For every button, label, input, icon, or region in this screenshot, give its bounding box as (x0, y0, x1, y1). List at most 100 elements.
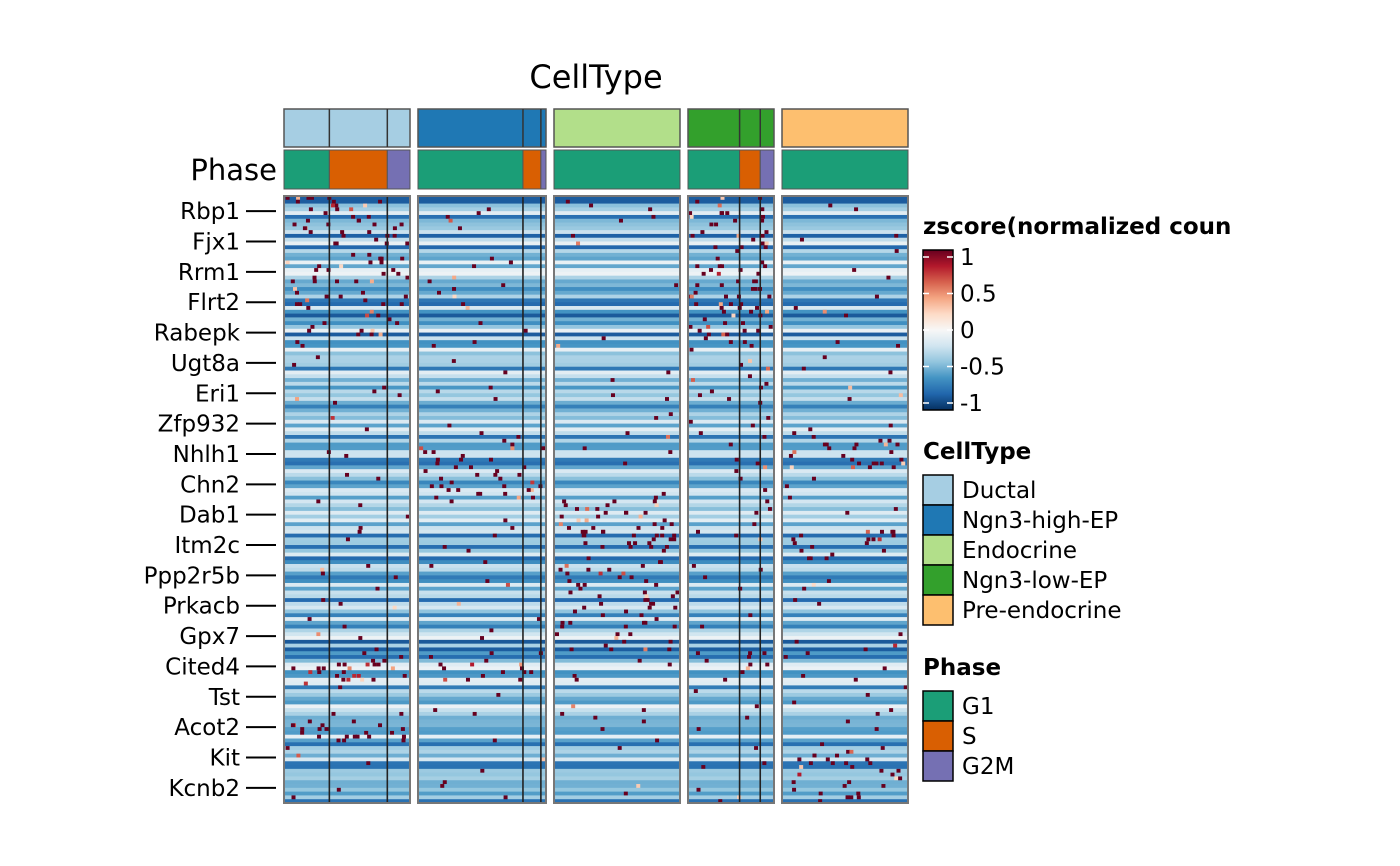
heat-cell (715, 256, 720, 261)
heat-row (284, 526, 410, 531)
heat-row (418, 476, 546, 481)
heat-row (782, 749, 908, 755)
heat-row (418, 552, 546, 557)
heat-row (284, 651, 410, 656)
heat-row (688, 400, 774, 406)
heat-cell (747, 655, 752, 660)
heat-row (554, 260, 680, 265)
heat-row (418, 734, 546, 739)
heat-cell (366, 563, 371, 569)
heat-row (782, 563, 908, 569)
heat-row (782, 799, 908, 804)
heat-row (554, 522, 680, 527)
heat-cell (345, 537, 350, 542)
heat-cell (609, 647, 614, 652)
heat-row (418, 685, 546, 690)
heat-cell (472, 340, 477, 345)
heat-row (782, 795, 908, 800)
heat-row (688, 734, 774, 739)
legend-label-ductal: Ductal (962, 478, 1036, 504)
heat-row (782, 590, 908, 595)
heat-cell (641, 719, 646, 724)
heat-row (554, 711, 680, 717)
heat-row (782, 609, 908, 614)
heat-cell (674, 283, 679, 288)
heat-cell (600, 545, 605, 550)
heat-row (554, 529, 680, 535)
heat-row (554, 385, 680, 390)
heat-cell (723, 294, 728, 299)
heat-row (688, 753, 774, 758)
heat-cell (375, 586, 380, 591)
heat-cell (801, 366, 806, 371)
heat-cell (447, 423, 452, 428)
heat-row (688, 332, 774, 337)
heat-cell (312, 279, 317, 284)
heat-cell (755, 461, 760, 466)
heat-cell (360, 290, 365, 296)
gene-label-ppp2r5b: Ppp2r5b (144, 563, 240, 589)
heat-row (284, 556, 410, 561)
heat-cell (783, 655, 788, 660)
heat-cell (331, 199, 336, 204)
heat-row (554, 746, 680, 751)
heat-row (782, 670, 908, 675)
heat-row (688, 711, 774, 717)
heat-cell (364, 730, 369, 736)
heat-cell (618, 218, 623, 223)
heat-row (782, 780, 908, 785)
heat-cell (697, 328, 702, 333)
heat-cell (625, 431, 630, 436)
heat-cell (470, 662, 475, 667)
heat-row (688, 685, 774, 690)
heat-row (782, 461, 908, 466)
heat-cell (390, 730, 395, 736)
heat-cell (376, 662, 381, 667)
heat-row (554, 514, 680, 519)
heat-row (688, 222, 774, 227)
heat-row (284, 199, 410, 204)
heat-row (284, 264, 410, 269)
heat-cell (874, 727, 879, 732)
gene-label-zfp932: Zfp932 (158, 412, 240, 438)
heat-row (688, 579, 774, 584)
heat-cell (708, 268, 713, 273)
heat-cell (356, 674, 361, 679)
heat-row (688, 609, 774, 614)
heat-cell (307, 328, 312, 333)
heat-row (284, 442, 410, 447)
heat-row (688, 343, 774, 349)
heat-row (782, 438, 908, 443)
heat-cell (695, 283, 700, 288)
heat-cell (351, 252, 356, 258)
heat-row (782, 442, 908, 447)
heat-row (554, 655, 680, 660)
heat-cell (752, 279, 757, 284)
heat-row (284, 784, 410, 789)
heat-row (418, 465, 546, 470)
heat-row (284, 446, 410, 451)
heat-row (418, 639, 546, 645)
heat-cell (567, 579, 572, 584)
heat-cell (485, 579, 490, 584)
heat-cell (703, 336, 708, 341)
heat-row (688, 674, 774, 679)
heat-row (284, 207, 410, 212)
heatmap-group-frame (283, 195, 411, 804)
heat-cell (295, 397, 300, 402)
heat-row (554, 617, 680, 622)
heat-cell (359, 328, 364, 333)
heat-row (554, 366, 680, 371)
heat-cell (610, 378, 615, 383)
heat-row (418, 260, 546, 265)
heat-cell (742, 328, 747, 333)
heat-cell (791, 537, 796, 542)
heat-row (284, 522, 410, 527)
heat-row (418, 256, 546, 261)
heat-row (554, 787, 680, 793)
heat-row (688, 469, 774, 474)
heat-row (688, 249, 774, 254)
heat-row (782, 514, 908, 519)
heat-cell (633, 541, 638, 546)
heat-cell (582, 605, 587, 610)
